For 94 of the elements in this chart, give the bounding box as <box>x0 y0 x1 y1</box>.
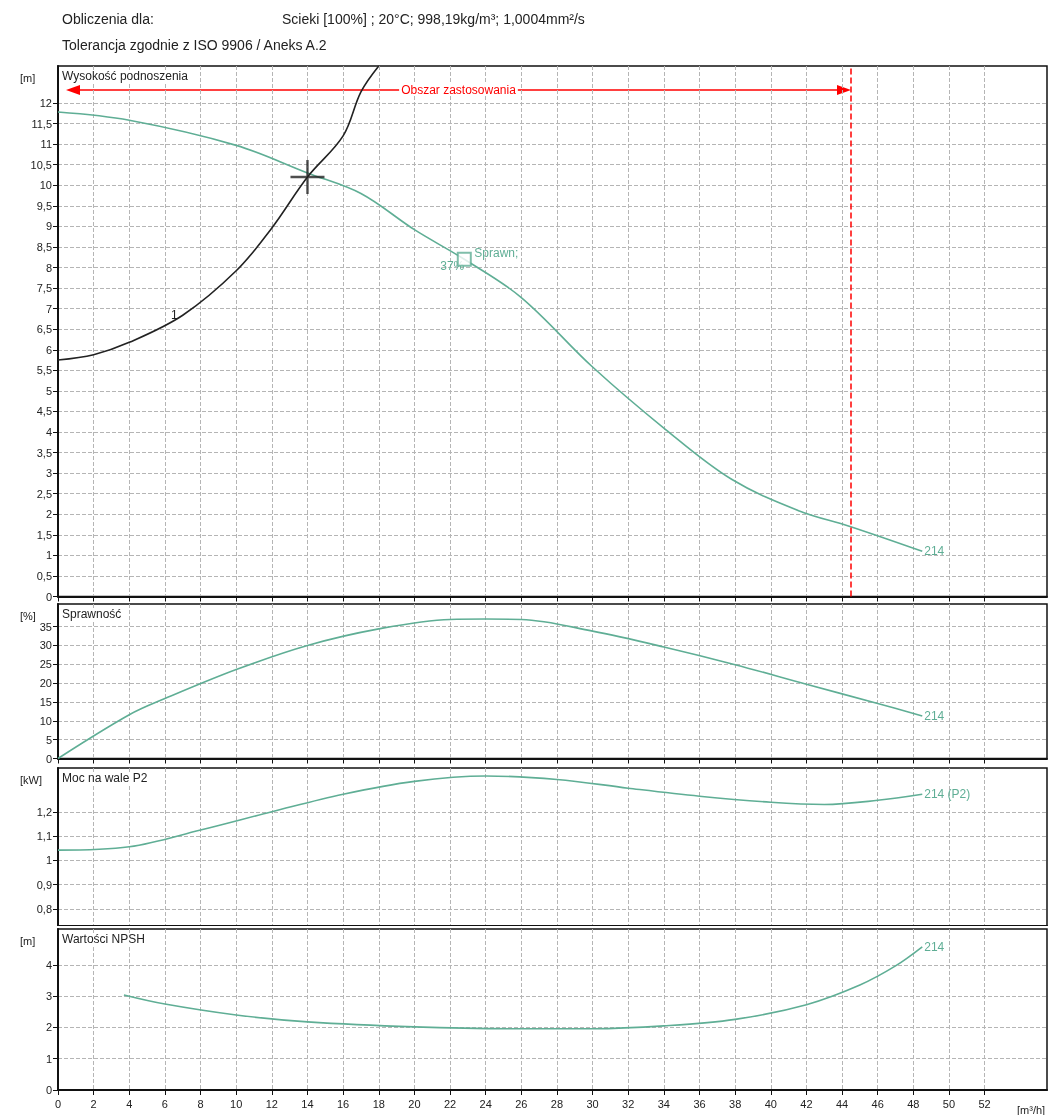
y-tick-label: 25 <box>39 658 52 671</box>
y-axis-title: [%] <box>20 609 36 622</box>
annotation: 37% <box>440 259 465 274</box>
series-label: 214 <box>924 708 945 723</box>
x-tick-label: 22 <box>443 1097 457 1110</box>
x-tick-label: 34 <box>657 1097 670 1110</box>
y-tick-label: 8,5 <box>36 240 52 253</box>
y-tick-label: 7 <box>45 302 52 315</box>
y-tick-label: 9 <box>45 220 52 233</box>
series-label: 1 <box>171 308 179 323</box>
y-tick-label: 0 <box>45 752 52 765</box>
x-tick-label: 38 <box>729 1097 742 1110</box>
y-tick-label: 6,5 <box>36 323 52 336</box>
x-tick-label: 30 <box>586 1097 599 1110</box>
y-tick-label: 3 <box>45 467 52 480</box>
y-tick-label: 10,5 <box>30 158 52 171</box>
legend-title: Wysokość podnoszenia <box>62 69 189 83</box>
x-axis-title: [m³/h] <box>1017 1103 1046 1115</box>
y-tick-label: 11,5 <box>31 117 52 130</box>
y-tick-label: 1 <box>45 1052 52 1065</box>
x-tick-label: 44 <box>835 1097 849 1110</box>
series-label: Sprawn; <box>474 246 519 261</box>
y-tick-label: 0,5 <box>36 569 52 582</box>
x-tick-label: 42 <box>800 1097 813 1110</box>
y-tick-label: 4 <box>45 958 52 971</box>
y-tick-label: 0,9 <box>36 878 52 891</box>
line-series <box>123 946 924 1030</box>
x-tick-label: 52 <box>978 1097 991 1110</box>
series-label: 214 <box>924 939 945 954</box>
y-tick-label: 1 <box>45 854 52 867</box>
chart-title: Obliczenia dla: <box>62 11 154 27</box>
y-tick-label: 1 <box>45 549 52 562</box>
y-tick-label: 0 <box>45 590 52 603</box>
y-tick-label: 0,8 <box>36 902 52 915</box>
y-tick-label: 4 <box>45 426 52 438</box>
y-tick-label: 5 <box>45 384 52 397</box>
series-label: 214 <box>924 544 945 559</box>
x-tick-label: 48 <box>907 1097 920 1110</box>
x-tick-label: 50 <box>942 1097 956 1110</box>
line-series <box>57 111 924 553</box>
x-tick-label: 4 <box>126 1097 133 1110</box>
x-tick-label: 40 <box>764 1097 777 1110</box>
y-tick-label: 4,5 <box>36 405 52 418</box>
y-tick-label: 7,5 <box>36 282 52 295</box>
series-label: 214 (P2) <box>924 787 971 802</box>
y-tick-label: 1,2 <box>36 805 52 818</box>
y-tick-label: 5,5 <box>36 364 52 377</box>
x-tick-label: 18 <box>372 1097 385 1110</box>
y-tick-label: 1,5 <box>36 528 52 541</box>
x-tick-label: 10 <box>230 1097 243 1110</box>
y-tick-label: 2,5 <box>36 487 52 500</box>
y-tick-label: 12 <box>39 97 52 110</box>
legend-title: Sprawność <box>62 607 122 621</box>
x-tick-label: 12 <box>265 1097 278 1110</box>
y-tick-label: 11 <box>40 138 52 151</box>
text: Tolerancja zgodnie z ISO 9906 / Aneks A.2 <box>62 37 327 53</box>
x-tick-label: 26 <box>515 1097 528 1110</box>
y-tick-label: 5 <box>45 733 52 746</box>
y-tick-label: 8 <box>45 261 52 274</box>
x-tick-label: 32 <box>622 1097 635 1110</box>
legend-title: Wartości NPSH <box>62 932 145 946</box>
y-tick-label: 2 <box>45 1021 52 1034</box>
y-tick-label: 30 <box>39 639 52 652</box>
y-axis-title: [m] <box>20 71 36 84</box>
y-tick-label: 15 <box>39 695 52 708</box>
x-tick-label: 28 <box>550 1097 564 1110</box>
x-tick-label: 20 <box>408 1097 421 1110</box>
y-tick-label: 1,1 <box>36 830 52 843</box>
y-tick-label: 10 <box>39 714 52 727</box>
y-tick-label: 10 <box>39 179 52 192</box>
y-tick-label: 35 <box>39 620 52 633</box>
y-tick-label: 2 <box>45 508 52 521</box>
x-tick-label: 16 <box>336 1097 350 1110</box>
x-tick-label: 46 <box>871 1097 884 1110</box>
legend-title: Moc na wale P2 <box>62 771 148 785</box>
x-tick-label: 8 <box>197 1097 204 1110</box>
line-series <box>57 775 924 851</box>
y-tick-label: 6 <box>45 343 52 356</box>
y-tick-label: 20 <box>39 677 52 690</box>
annotation: Obszar zastosowania <box>401 83 517 97</box>
y-tick-label: 3 <box>45 990 52 1003</box>
x-tick-label: 14 <box>301 1097 314 1110</box>
y-tick-label: 0 <box>45 1084 52 1096</box>
x-tick-label: 24 <box>479 1097 492 1110</box>
y-tick-label: 9,5 <box>36 199 52 212</box>
chart-subtitle: Scieki [100%] ; 20°C; 998,19kg/m³; 1,0004mm²/s <box>282 11 585 27</box>
x-tick-label: 6 <box>161 1097 168 1110</box>
y-axis-title: [m] <box>20 934 36 947</box>
x-tick-label: 36 <box>693 1097 706 1110</box>
x-tick-label: 0 <box>54 1097 62 1110</box>
line-series <box>57 65 380 361</box>
y-axis-title: [kW] <box>20 773 42 786</box>
y-tick-label: 3,5 <box>36 446 52 459</box>
x-tick-label: 2 <box>90 1097 97 1110</box>
